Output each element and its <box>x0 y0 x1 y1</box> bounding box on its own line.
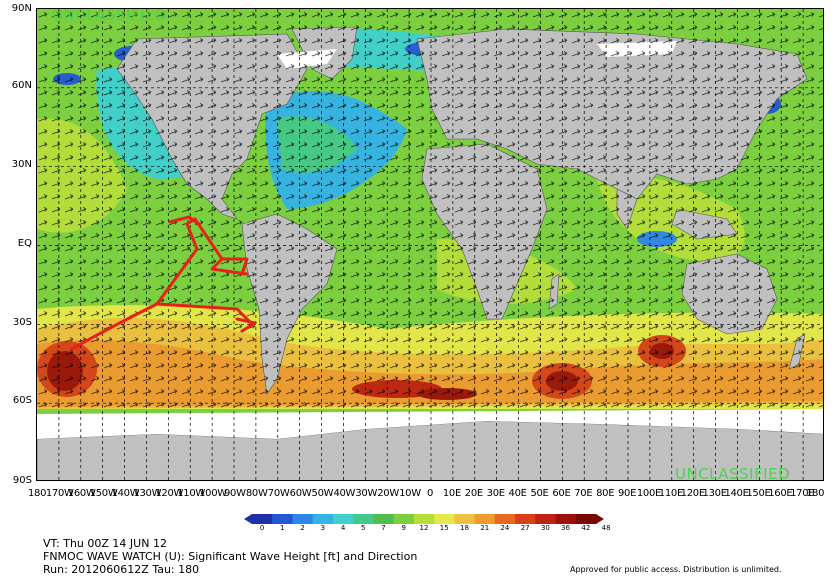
lon-label: 120E <box>680 488 706 499</box>
lat-label: 30S <box>12 317 32 328</box>
colorbar-tick-label: 21 <box>480 524 490 532</box>
lon-label: 10W <box>399 488 421 499</box>
colorbar-min-arrow <box>244 514 252 524</box>
colorbar-tick-label: 1 <box>280 524 285 532</box>
wave-direction-arrows <box>37 9 823 414</box>
colorbar-tick-label: 24 <box>500 524 510 532</box>
colorbar-segment <box>292 514 314 524</box>
colorbar-tick-label: 12 <box>419 524 429 532</box>
colorbar-tick-label: 7 <box>381 524 386 532</box>
wave-map <box>36 8 824 481</box>
lon-label: 120W <box>155 488 184 499</box>
colorbar-tick-label: 30 <box>540 524 550 532</box>
lat-label: 90N <box>11 3 32 14</box>
lon-label: 60W <box>289 488 312 499</box>
distribution-statement: Approved for public access. Distribution… <box>570 565 782 574</box>
colorbar-tick-label: 4 <box>340 524 346 532</box>
colorbar-tick-label: 42 <box>581 524 591 532</box>
product-title: FNMOC WAVE WATCH (U): Significant Wave H… <box>43 550 418 563</box>
colorbar-segment <box>373 514 395 524</box>
lon-label: 70W <box>267 488 290 499</box>
colorbar-segment <box>413 514 435 524</box>
colorbar-segment <box>272 514 293 524</box>
colorbar-tick-label: 0 <box>259 524 265 532</box>
lon-label: 50E <box>530 488 549 499</box>
colorbar-segment <box>393 514 415 524</box>
colorbar-segment <box>312 514 334 524</box>
colorbar-segment <box>474 514 496 524</box>
lon-label: 20E <box>464 488 483 499</box>
lat-label: 90S <box>12 475 32 486</box>
colorbar-segment <box>494 514 516 524</box>
lon-label: 60E <box>552 488 571 499</box>
classification-stamp-bottom: UNCLASSIFIED <box>675 465 791 483</box>
colorbar-tick-label: 3 <box>320 524 326 532</box>
lon-label: 90W <box>224 488 246 499</box>
lon-label: 50W <box>311 488 334 499</box>
lon-label: 10E <box>442 488 462 499</box>
lon-label: 90E <box>618 488 637 499</box>
lon-label: 180 <box>28 488 47 499</box>
colorbar-tick-label: 36 <box>561 524 571 532</box>
colorbar-tick-label: 18 <box>460 524 469 532</box>
colorbar-segment <box>575 514 597 524</box>
lon-label: 80W <box>245 488 268 499</box>
lon-label: 140W <box>111 488 140 499</box>
lon-label: 150W <box>89 488 118 499</box>
colorbar-segment <box>434 514 455 524</box>
wave-height-colorbar <box>244 514 604 524</box>
colorbar-segment <box>332 514 354 524</box>
colorbar-segment <box>353 514 374 524</box>
colorbar-segment <box>252 514 273 524</box>
lon-label: 40E <box>508 488 527 499</box>
lon-label: 30E <box>486 488 505 499</box>
colorbar-segment <box>515 514 536 524</box>
lon-label: 100E <box>636 488 662 499</box>
lon-label: 80E <box>596 488 615 499</box>
lon-label: 0 <box>427 488 434 499</box>
colorbar-tick-label: 48 <box>601 524 611 532</box>
lat-label: EQ <box>17 238 32 249</box>
colorbar-tick-label: 2 <box>300 524 305 532</box>
lat-label: 30N <box>11 159 32 170</box>
lon-label: 70E <box>574 488 593 499</box>
colorbar-max-arrow <box>596 514 604 524</box>
valid-time: VT: Thu 00Z 14 JUN 12 <box>43 537 167 550</box>
lon-label: 170W <box>45 488 74 499</box>
colorbar-tick-label: 5 <box>361 524 366 532</box>
colorbar-segment <box>535 514 557 524</box>
lon-label: 130E <box>702 488 728 499</box>
lon-label: 170E <box>790 488 815 499</box>
lon-label: 180 <box>806 488 825 499</box>
lon-label: 110E <box>658 488 684 499</box>
lon-label: 20W <box>377 488 399 499</box>
lon-label: 100W <box>199 488 227 499</box>
run-info: Run: 2012060612Z Tau: 180 <box>43 563 200 576</box>
colorbar-segment <box>555 514 577 524</box>
colorbar-tick-label: 9 <box>401 524 406 532</box>
lon-label: 150E <box>746 488 771 499</box>
classification-stamp-top: UNCLASSIFIED <box>52 6 168 24</box>
lat-label: 60N <box>11 80 32 91</box>
wave-height-map <box>37 9 823 480</box>
lon-label: 40W <box>333 488 356 499</box>
lon-label: 110W <box>177 488 205 499</box>
lon-label: 140E <box>724 488 749 499</box>
colorbar-tick-label: 27 <box>520 524 530 532</box>
colorbar-segment <box>454 514 476 524</box>
lon-label: 30W <box>355 488 378 499</box>
red-annotation-arrows <box>70 215 257 351</box>
lon-label: 160E <box>768 488 793 499</box>
lon-label: 130W <box>133 488 162 499</box>
colorbar-tick-label: 15 <box>439 524 449 532</box>
lat-label: 60S <box>12 395 32 406</box>
lon-label: 160W <box>67 488 96 499</box>
